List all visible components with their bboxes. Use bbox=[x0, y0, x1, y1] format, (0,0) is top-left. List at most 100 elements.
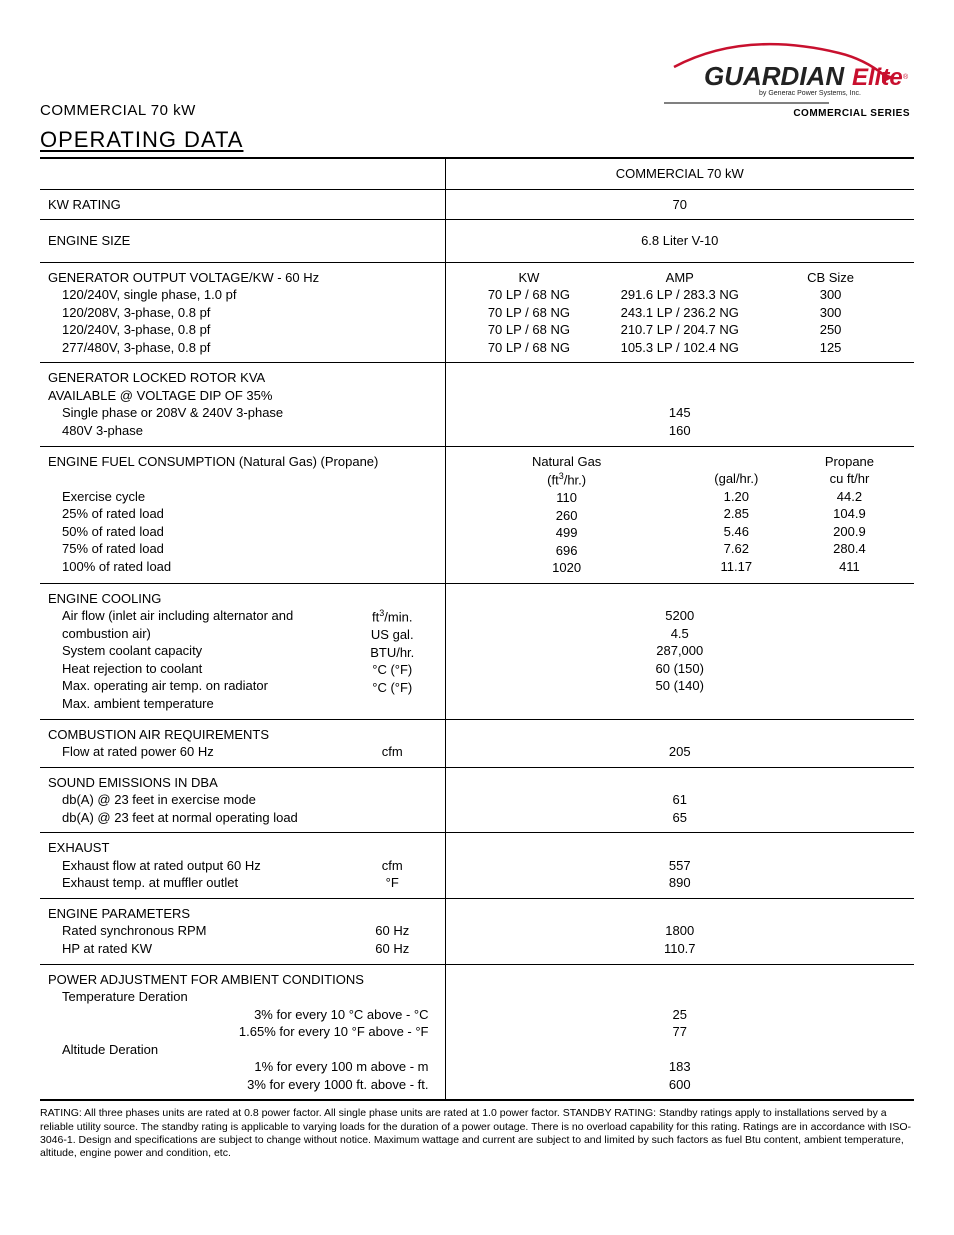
params-line: HP at rated KW bbox=[48, 940, 348, 958]
lr-line: Single phase or 208V & 240V 3-phase bbox=[48, 404, 437, 422]
cell: 557 bbox=[454, 857, 907, 875]
locked-rotor-label: GENERATOR LOCKED ROTOR KVA bbox=[48, 370, 265, 385]
cell: 160 bbox=[454, 422, 907, 440]
sound-line: db(A) @ 23 feet in exercise mode bbox=[48, 791, 437, 809]
kw-rating-label: KW RATING bbox=[40, 189, 445, 220]
cell: 287,000 bbox=[454, 642, 907, 660]
combustion-cell: COMBUSTION AIR REQUIREMENTS Flow at rate… bbox=[40, 719, 445, 767]
cell: 77 bbox=[454, 1023, 907, 1041]
cell: 243.1 LP / 236.2 NG bbox=[604, 304, 755, 322]
cell: 125 bbox=[755, 339, 906, 357]
model-label: COMMERCIAL 70 kW bbox=[40, 102, 196, 119]
sound-cell: SOUND EMISSIONS IN DBA db(A) @ 23 feet i… bbox=[40, 767, 445, 833]
params-label: ENGINE PARAMETERS bbox=[48, 906, 190, 921]
cell: 300 bbox=[755, 286, 906, 304]
fuel-label: ENGINE FUEL CONSUMPTION (Natural Gas) (P… bbox=[48, 454, 378, 469]
fuel-line: 25% of rated load bbox=[48, 505, 437, 523]
exhaust-values: 557 890 bbox=[445, 833, 914, 899]
fuel-line: 100% of rated load bbox=[48, 558, 437, 576]
combustion-line: Flow at rated power 60 Hz bbox=[48, 743, 348, 761]
page: COMMERCIAL 70 kW GUARDIAN Elite ® by Gen… bbox=[0, 0, 954, 1180]
cell: 44.2 bbox=[793, 488, 906, 506]
cell: 60 (150) bbox=[454, 660, 907, 678]
cooling-unit: ft3/min. bbox=[348, 607, 437, 626]
cell: 499 bbox=[454, 524, 680, 542]
exhaust-unit: cfm bbox=[348, 857, 437, 875]
cell: 61 bbox=[454, 791, 907, 809]
engine-size-label: ENGINE SIZE bbox=[40, 220, 445, 263]
section-title: OPERATING DATA bbox=[40, 127, 914, 153]
sound-values: 61 65 bbox=[445, 767, 914, 833]
cooling-unit: °C (°F) bbox=[348, 661, 437, 679]
spec-table: COMMERCIAL 70 kW KW RATING 70 ENGINE SIZ… bbox=[40, 157, 914, 1101]
cooling-line: Heat rejection to coolant bbox=[48, 660, 348, 678]
cell: 70 LP / 68 NG bbox=[454, 339, 605, 357]
cell: 25 bbox=[454, 1006, 907, 1024]
gen-output-line: 277/480V, 3-phase, 0.8 pf bbox=[48, 339, 437, 357]
cell: 411 bbox=[793, 558, 906, 576]
cooling-line: Max. operating air temp. on radiator bbox=[48, 677, 348, 695]
cell: 210.7 LP / 204.7 NG bbox=[604, 321, 755, 339]
exhaust-line: Exhaust temp. at muffler outlet bbox=[48, 874, 348, 892]
fuel-values: Natural Gas (ft3/hr.) 110 260 499 696 10… bbox=[445, 446, 914, 583]
temp-deration-label: Temperature Deration bbox=[48, 988, 437, 1006]
cell: 300 bbox=[755, 304, 906, 322]
power-adj-label: POWER ADJUSTMENT FOR AMBIENT CONDITIONS bbox=[48, 972, 364, 987]
temp-line: 1.65% for every 10 °F above - °F bbox=[48, 1023, 437, 1041]
lr-line: 480V 3-phase bbox=[48, 422, 437, 440]
power-adj-cell: POWER ADJUSTMENT FOR AMBIENT CONDITIONS … bbox=[40, 964, 445, 1100]
gen-output-label: GENERATOR OUTPUT VOLTAGE/KW - 60 Hz bbox=[48, 270, 319, 285]
exhaust-cell: EXHAUST Exhaust flow at rated output 60 … bbox=[40, 833, 445, 899]
cooling-cell: ENGINE COOLING Air flow (inlet air inclu… bbox=[40, 583, 445, 719]
gen-output-line: 120/240V, single phase, 1.0 pf bbox=[48, 286, 437, 304]
exhaust-label: EXHAUST bbox=[48, 840, 109, 855]
cell: 7.62 bbox=[680, 540, 793, 558]
cell: 65 bbox=[454, 809, 907, 827]
cell: 280.4 bbox=[793, 540, 906, 558]
cell: 250 bbox=[755, 321, 906, 339]
cell: 1.20 bbox=[680, 488, 793, 506]
cell: 205 bbox=[454, 743, 907, 761]
cell: 70 LP / 68 NG bbox=[454, 304, 605, 322]
alt-line: 1% for every 100 m above - m bbox=[48, 1058, 437, 1076]
combustion-unit: cfm bbox=[348, 743, 437, 761]
cell: 600 bbox=[454, 1076, 907, 1094]
cell: 260 bbox=[454, 507, 680, 525]
sound-line: db(A) @ 23 feet at normal operating load bbox=[48, 809, 437, 827]
column-header: COMMERCIAL 70 kW bbox=[445, 158, 914, 189]
empty-header bbox=[40, 158, 445, 189]
cooling-unit: BTU/hr. bbox=[348, 644, 437, 662]
cell: 200.9 bbox=[793, 523, 906, 541]
engine-size-value: 6.8 Liter V-10 bbox=[445, 220, 914, 263]
params-line: Rated synchronous RPM bbox=[48, 922, 348, 940]
fuel-line: Exercise cycle bbox=[48, 488, 437, 506]
cell: 50 (140) bbox=[454, 677, 907, 695]
params-unit: 60 Hz bbox=[348, 922, 437, 940]
alt-deration-label: Altitude Deration bbox=[48, 1041, 437, 1059]
cell: 183 bbox=[454, 1058, 907, 1076]
combustion-values: 205 bbox=[445, 719, 914, 767]
col-header: AMP bbox=[604, 269, 755, 287]
cooling-unit: US gal. bbox=[348, 626, 437, 644]
cell: 110.7 bbox=[454, 940, 907, 958]
lp-header: Propane bbox=[793, 453, 906, 471]
cell: 5200 bbox=[454, 607, 907, 625]
cell: 890 bbox=[454, 874, 907, 892]
lp-unit-b: cu ft/hr bbox=[793, 470, 906, 488]
gen-output-values: KW AMP CB Size 70 LP / 68 NG291.6 LP / 2… bbox=[445, 262, 914, 363]
cooling-line: Air flow (inlet air including alternator… bbox=[48, 607, 348, 642]
alt-line: 3% for every 1000 ft. above - ft. bbox=[48, 1076, 437, 1094]
cooling-values: 5200 4.5 287,000 60 (150) 50 (140) bbox=[445, 583, 914, 719]
cooling-label: ENGINE COOLING bbox=[48, 591, 161, 606]
rating-footnote: RATING: All three phases units are rated… bbox=[40, 1107, 914, 1160]
cell: 145 bbox=[454, 404, 907, 422]
cell: 4.5 bbox=[454, 625, 907, 643]
brand-main-text: GUARDIAN bbox=[704, 61, 845, 91]
params-values: 1800 110.7 bbox=[445, 898, 914, 964]
exhaust-line: Exhaust flow at rated output 60 Hz bbox=[48, 857, 348, 875]
series-label: COMMERCIAL SERIES bbox=[664, 108, 914, 119]
gen-output-cell: GENERATOR OUTPUT VOLTAGE/KW - 60 Hz 120/… bbox=[40, 262, 445, 363]
fuel-cell: ENGINE FUEL CONSUMPTION (Natural Gas) (P… bbox=[40, 446, 445, 583]
cell: 104.9 bbox=[793, 505, 906, 523]
cell: 696 bbox=[454, 542, 680, 560]
